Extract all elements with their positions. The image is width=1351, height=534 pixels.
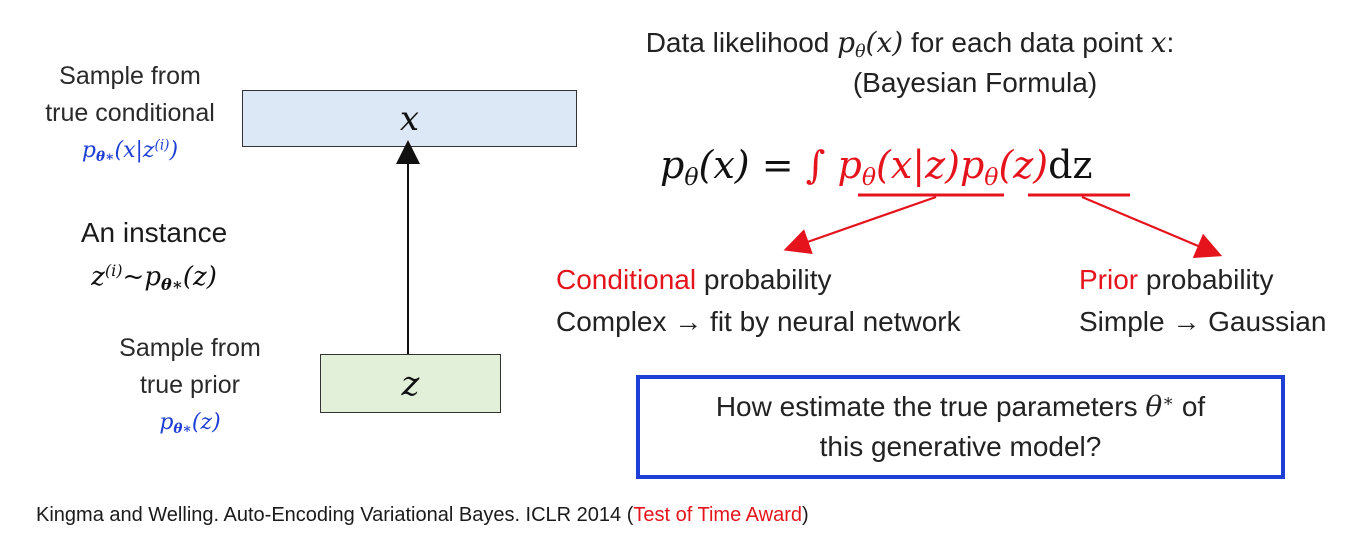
prior-arrow [1082, 197, 1210, 251]
question-box: How estimate the true parameters θ∗ of t… [636, 375, 1285, 479]
conditional-description: Conditional probability Complex → fit by… [556, 259, 961, 343]
question-line-1: How estimate the true parameters θ∗ of [716, 387, 1205, 427]
prior-formula: pθ∗(z) [70, 404, 310, 441]
prior-description: Prior probability Simple → Gaussian [1079, 259, 1326, 343]
citation: Kingma and Welling. Auto-Encoding Variat… [36, 501, 809, 529]
sample-conditional-label: Sample from true conditional pθ∗(x|z(i)) [10, 58, 250, 169]
sample-prior-label: Sample from true prior pθ∗(z) [70, 330, 310, 441]
instance-label: An instance z(i)~pθ∗(z) [34, 211, 274, 299]
x-node: x [242, 90, 577, 147]
instance-formula: z(i)~pθ∗(z) [34, 255, 274, 299]
main-formula: pθ(x) = ∫ pθ(x|z)pθ(z)dz [660, 138, 1092, 192]
award-text: Test of Time Award [633, 504, 802, 526]
z-node: z [320, 354, 501, 413]
data-point-symbol: x [1151, 26, 1167, 59]
likelihood-symbol: pθ(x) [837, 26, 903, 59]
bayesian-label: (Bayesian Formula) [660, 62, 1290, 104]
conditional-arrow [796, 197, 936, 246]
likelihood-title: Data likelihood pθ(x) for each data poin… [560, 22, 1260, 64]
conditional-formula: pθ∗(x|z(i)) [10, 132, 250, 169]
theta-star-symbol: θ∗ [1145, 390, 1174, 423]
question-line-2: this generative model? [820, 427, 1102, 467]
